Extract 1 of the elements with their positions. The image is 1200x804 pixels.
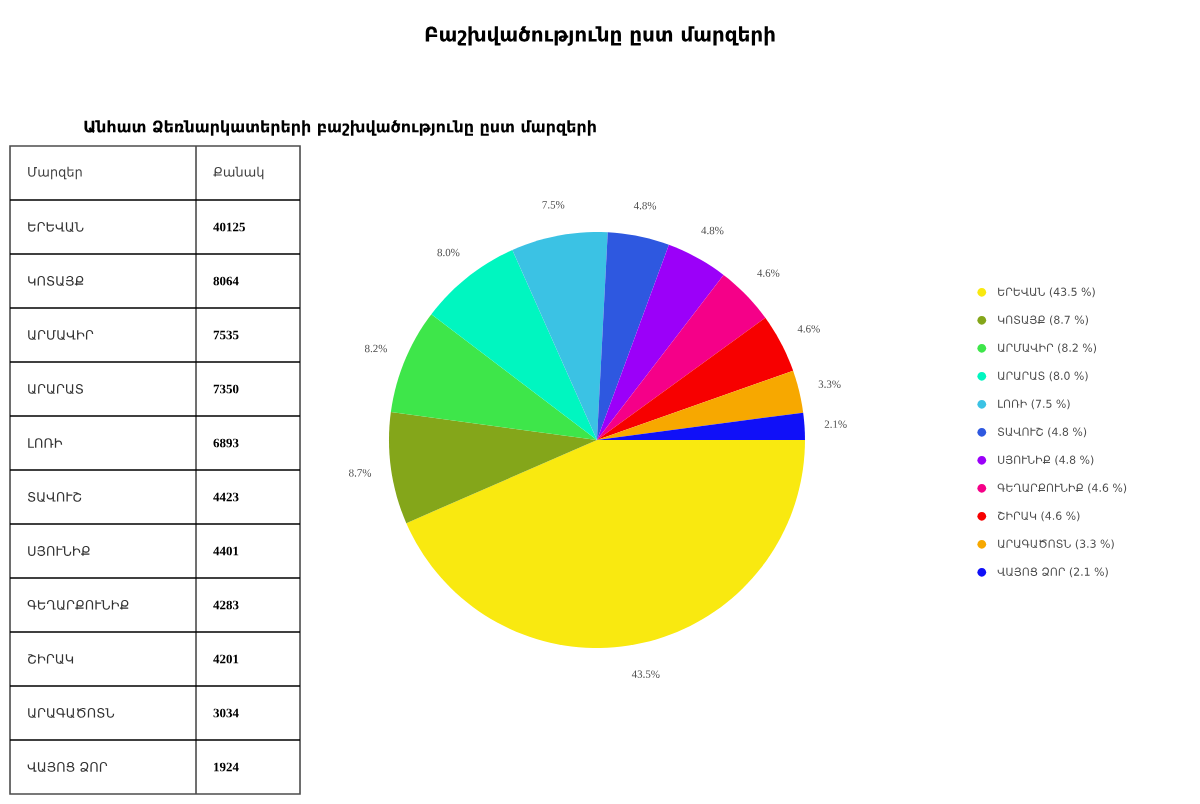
text: Բաշխվածությունը ըստ մարզերի [425, 26, 775, 46]
